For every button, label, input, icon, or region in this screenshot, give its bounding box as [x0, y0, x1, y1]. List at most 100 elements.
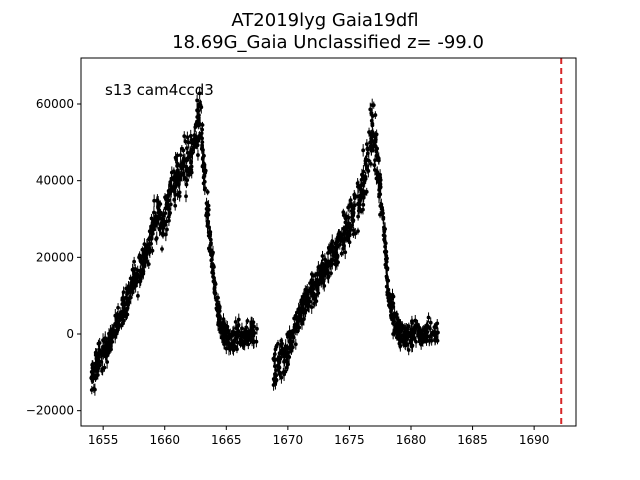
point-marker: [185, 178, 190, 183]
x-tick-label: 1690: [519, 433, 550, 447]
y-tick-label: −20000: [26, 404, 74, 418]
point-marker: [106, 343, 111, 348]
data-point: [168, 198, 173, 211]
point-marker: [184, 194, 188, 199]
x-tick-label: 1670: [273, 433, 304, 447]
point-marker: [195, 108, 199, 113]
data-point: [105, 355, 110, 369]
point-marker: [150, 248, 155, 253]
data-point: [116, 303, 120, 313]
point-marker: [249, 333, 254, 338]
point-marker: [368, 162, 373, 166]
point-marker: [277, 357, 281, 361]
data-point: [89, 385, 94, 395]
data-point: [161, 231, 165, 239]
point-marker: [356, 194, 360, 199]
point-marker: [138, 257, 143, 262]
point-marker: [236, 317, 241, 322]
data-point: [162, 219, 166, 231]
point-marker: [425, 323, 429, 328]
data-point: [99, 357, 104, 366]
point-marker: [178, 153, 183, 158]
point-marker: [181, 148, 186, 153]
point-marker: [388, 305, 393, 310]
point-marker: [385, 267, 390, 272]
data-point: [121, 298, 125, 308]
data-points: [89, 87, 440, 396]
point-marker: [141, 271, 146, 276]
point-marker: [189, 159, 194, 164]
data-point: [127, 294, 132, 302]
point-marker: [138, 277, 143, 281]
sector-camera-annotation: s13 cam4ccd3: [105, 81, 214, 99]
point-marker: [432, 331, 437, 336]
point-marker: [346, 232, 351, 237]
data-point: [109, 346, 113, 353]
point-marker: [233, 319, 238, 324]
point-marker: [165, 200, 170, 205]
point-marker: [379, 204, 383, 208]
point-marker: [213, 291, 218, 296]
point-marker: [147, 241, 152, 246]
point-marker: [361, 195, 365, 200]
point-marker: [433, 337, 437, 342]
data-point: [124, 291, 129, 306]
point-marker: [385, 256, 389, 261]
data-point: [95, 370, 100, 380]
data-point: [152, 206, 156, 219]
point-marker: [198, 103, 203, 108]
point-marker: [195, 143, 200, 148]
point-marker: [203, 186, 207, 191]
point-marker: [426, 315, 431, 320]
point-marker: [244, 325, 249, 330]
point-marker: [307, 296, 311, 301]
y-tick-label: 0: [66, 327, 74, 341]
point-marker: [381, 217, 386, 221]
point-marker: [286, 362, 290, 367]
point-marker: [368, 107, 373, 112]
data-point: [132, 256, 137, 267]
point-marker: [202, 168, 207, 173]
point-marker: [301, 317, 306, 321]
data-point: [196, 149, 200, 161]
point-marker: [116, 325, 121, 330]
data-point: [160, 245, 164, 253]
point-marker: [385, 277, 390, 282]
data-point: [116, 321, 121, 333]
point-marker: [158, 202, 163, 206]
point-marker: [100, 369, 104, 373]
point-marker: [177, 194, 182, 199]
point-marker: [214, 297, 219, 302]
y-tick-label: 60000: [36, 97, 74, 111]
point-marker: [103, 336, 108, 341]
point-marker: [109, 347, 113, 352]
point-marker: [279, 375, 284, 380]
point-marker: [370, 103, 375, 108]
point-marker: [428, 326, 432, 331]
point-marker: [93, 350, 98, 355]
point-marker: [279, 342, 284, 346]
point-marker: [190, 147, 195, 152]
point-marker: [142, 242, 147, 247]
point-marker: [184, 164, 189, 169]
point-marker: [121, 301, 125, 306]
point-marker: [302, 298, 307, 303]
point-marker: [167, 212, 172, 217]
point-marker: [245, 318, 250, 323]
point-marker: [127, 300, 131, 305]
point-marker: [389, 302, 394, 307]
point-marker: [320, 265, 325, 270]
data-point: [167, 207, 172, 222]
point-marker: [428, 334, 433, 338]
point-marker: [131, 276, 135, 280]
point-marker: [220, 335, 225, 340]
point-marker: [206, 212, 211, 217]
point-marker: [171, 169, 176, 174]
data-point: [93, 348, 98, 358]
point-marker: [152, 210, 156, 215]
x-tick-label: 1685: [457, 433, 488, 447]
point-marker: [336, 260, 340, 265]
point-marker: [320, 254, 325, 258]
point-marker: [172, 175, 177, 179]
